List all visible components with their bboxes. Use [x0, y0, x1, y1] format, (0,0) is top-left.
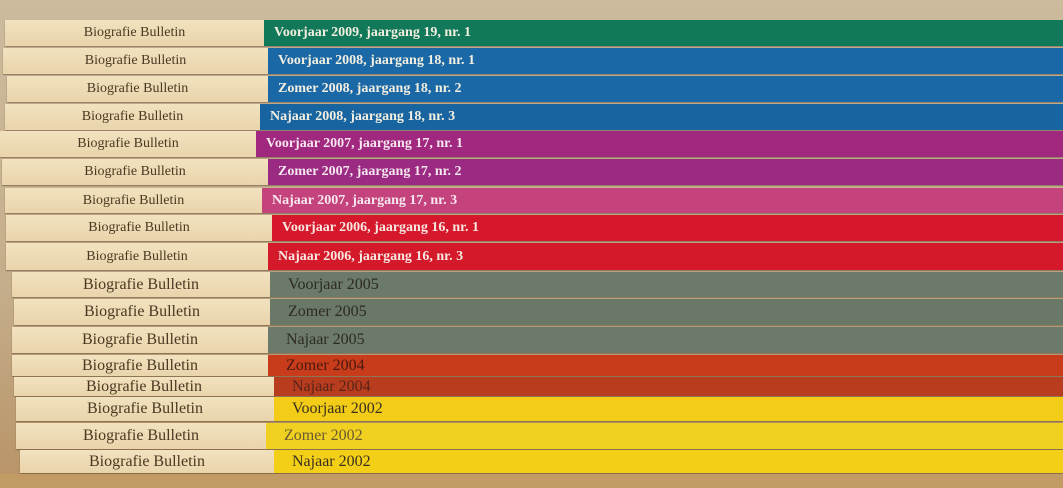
- spine-issue: Voorjaar 2002: [274, 397, 1063, 421]
- spine-issue: Voorjaar 2005: [270, 272, 1063, 297]
- spine-issue: Najaar 2002: [274, 450, 1063, 473]
- magazine-spine: Biografie Bulletin Najaar 2002: [20, 450, 1063, 473]
- spine-issue: Zomer 2007, jaargang 17, nr. 2: [268, 159, 1063, 185]
- spine-title: Biografie Bulletin: [5, 104, 260, 130]
- spine-issue: Zomer 2008, jaargang 18, nr. 2: [268, 76, 1063, 102]
- magazine-spine: Biografie Bulletin Zomer 2005: [14, 299, 1063, 325]
- spine-title: Biografie Bulletin: [3, 48, 268, 74]
- magazine-spine: Biografie Bulletin Najaar 2008, jaargang …: [5, 104, 1063, 130]
- magazine-spine: Biografie Bulletin Voorjaar 2009, jaargan…: [5, 20, 1063, 46]
- spine-issue: Najaar 2008, jaargang 18, nr. 3: [260, 104, 1063, 130]
- spine-title: Biografie Bulletin: [7, 76, 268, 102]
- spine-issue: Zomer 2005: [270, 299, 1063, 325]
- magazine-spine: Biografie Bulletin Voorjaar 2002: [16, 397, 1063, 421]
- spine-title: Biografie Bulletin: [5, 188, 262, 213]
- spine-title: Biografie Bulletin: [12, 327, 268, 353]
- spine-issue: Najaar 2006, jaargang 16, nr. 3: [268, 243, 1063, 270]
- spine-title: Biografie Bulletin: [6, 215, 272, 241]
- spine-title: Biografie Bulletin: [16, 423, 266, 449]
- spine-issue: Najaar 2005: [268, 327, 1063, 353]
- spine-title: Biografie Bulletin: [20, 450, 274, 473]
- spine-title: Biografie Bulletin: [12, 355, 268, 376]
- magazine-spine: Biografie Bulletin Zomer 2002: [16, 423, 1063, 449]
- spine-title: Biografie Bulletin: [16, 397, 274, 421]
- spine-title: Biografie Bulletin: [14, 377, 274, 396]
- shelf: [0, 474, 1063, 488]
- magazine-spine: Biografie Bulletin Najaar 2004: [14, 377, 1063, 396]
- spine-issue: Voorjaar 2008, jaargang 18, nr. 1: [268, 48, 1063, 74]
- spine-title: Biografie Bulletin: [6, 243, 268, 270]
- spine-issue: Najaar 2007, jaargang 17, nr. 3: [262, 188, 1063, 213]
- spine-issue: Najaar 2004: [274, 377, 1063, 396]
- magazine-spine: Biografie Bulletin Voorjaar 2006, jaargan…: [6, 215, 1063, 241]
- magazine-spine: Biografie Bulletin Voorjaar 2007, jaargan…: [0, 131, 1063, 157]
- magazine-spine: Biografie Bulletin Najaar 2007, jaargang …: [5, 188, 1063, 213]
- spine-title: Biografie Bulletin: [2, 159, 268, 185]
- spine-issue: Voorjaar 2006, jaargang 16, nr. 1: [272, 215, 1063, 241]
- spine-title: Biografie Bulletin: [5, 20, 264, 46]
- spine-issue: Voorjaar 2007, jaargang 17, nr. 1: [256, 131, 1063, 157]
- spine-title: Biografie Bulletin: [0, 131, 256, 157]
- spine-title: Biografie Bulletin: [12, 272, 270, 297]
- spine-title: Biografie Bulletin: [14, 299, 270, 325]
- magazine-spine: Biografie Bulletin Zomer 2008, jaargang 1…: [7, 76, 1063, 102]
- magazine-spine: Biografie Bulletin Najaar 2005: [12, 327, 1063, 353]
- magazine-spine: Biografie Bulletin Voorjaar 2005: [12, 272, 1063, 297]
- spine-issue: Voorjaar 2009, jaargang 19, nr. 1: [264, 20, 1063, 46]
- spine-issue: Zomer 2004: [268, 355, 1063, 376]
- magazine-spine: Biografie Bulletin Zomer 2007, jaargang 1…: [2, 159, 1063, 185]
- magazine-spine: Biografie Bulletin Zomer 2004: [12, 355, 1063, 376]
- spine-issue: Zomer 2002: [266, 423, 1063, 449]
- magazine-spine: Biografie Bulletin Najaar 2006, jaargang …: [6, 243, 1063, 270]
- magazine-spine: Biografie Bulletin Voorjaar 2008, jaargan…: [3, 48, 1063, 74]
